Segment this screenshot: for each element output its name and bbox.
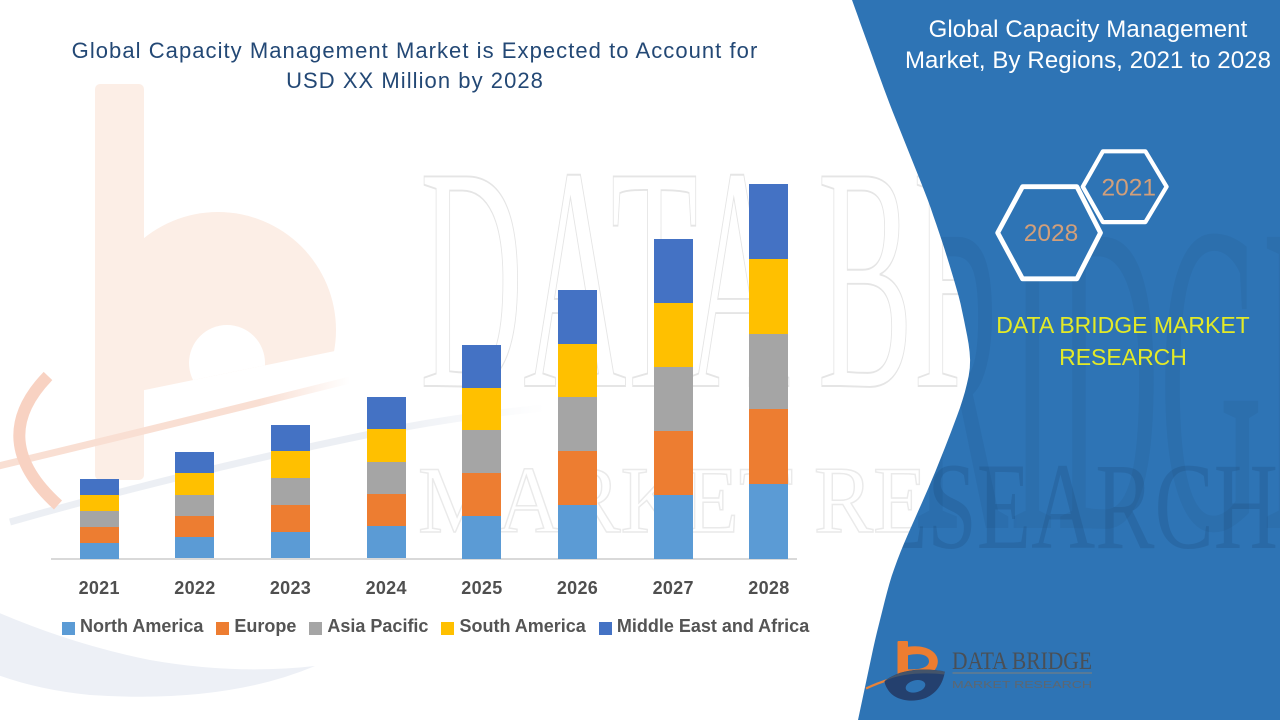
svg-text:2021: 2021 <box>1102 175 1157 202</box>
svg-text:2028: 2028 <box>1024 220 1079 247</box>
svg-text:MARKET RESEARCH: MARKET RESEARCH <box>952 679 1092 691</box>
svg-text:DATA BRIDGE: DATA BRIDGE <box>952 648 1092 675</box>
